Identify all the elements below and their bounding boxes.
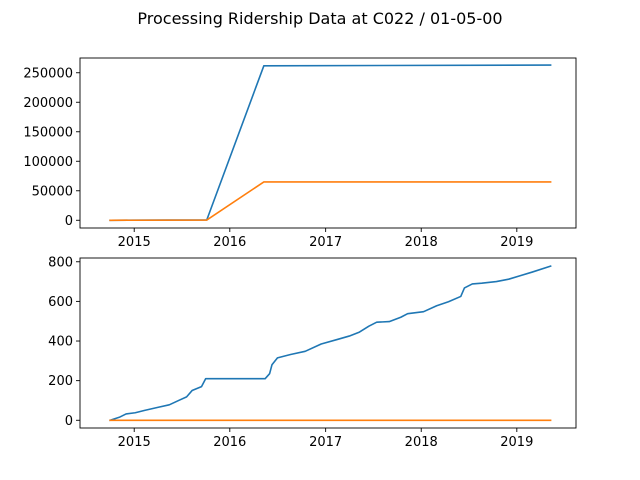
series-line-1 bbox=[109, 265, 552, 422]
y-tick-label: 800 bbox=[48, 255, 73, 270]
x-tick-label: 2015 bbox=[118, 235, 151, 250]
y-tick-label: 0 bbox=[65, 414, 73, 429]
x-tick-label: 2019 bbox=[500, 435, 533, 450]
x-tick-label: 2018 bbox=[405, 435, 438, 450]
y-tick-label: 200 bbox=[48, 374, 73, 389]
y-tick-label: 600 bbox=[48, 295, 73, 310]
top-chart: 2015 2016 2017 2018 2019 0 50000 100000 150000 20… bbox=[23, 57, 577, 250]
y-tick-label: 0 bbox=[65, 214, 73, 229]
x-tick-label: 2019 bbox=[500, 235, 533, 250]
y-tick-label: 100000 bbox=[23, 155, 73, 170]
plot-frame bbox=[79, 57, 577, 229]
series-line-2 bbox=[109, 181, 552, 222]
plot-frame bbox=[79, 257, 577, 429]
y-tick-label: 250000 bbox=[23, 66, 73, 81]
x-tick-label: 2017 bbox=[309, 435, 342, 450]
y-tick-label: 50000 bbox=[32, 184, 73, 199]
x-tick-label: 2017 bbox=[309, 235, 342, 250]
y-tick-label: 200000 bbox=[23, 96, 73, 111]
bottom-chart: 2015 2016 2017 2018 2019 0 200 400 600 800 bbox=[48, 255, 577, 450]
x-tick-label: 2018 bbox=[405, 235, 438, 250]
figure-title: Processing Ridership Data at C022 / 01-0… bbox=[137, 9, 502, 28]
y-tick-label: 400 bbox=[48, 335, 73, 350]
x-tick-label: 2016 bbox=[213, 235, 246, 250]
y-tick-label: 150000 bbox=[23, 125, 73, 140]
x-tick-label: 2016 bbox=[213, 435, 246, 450]
x-tick-label: 2015 bbox=[118, 435, 151, 450]
